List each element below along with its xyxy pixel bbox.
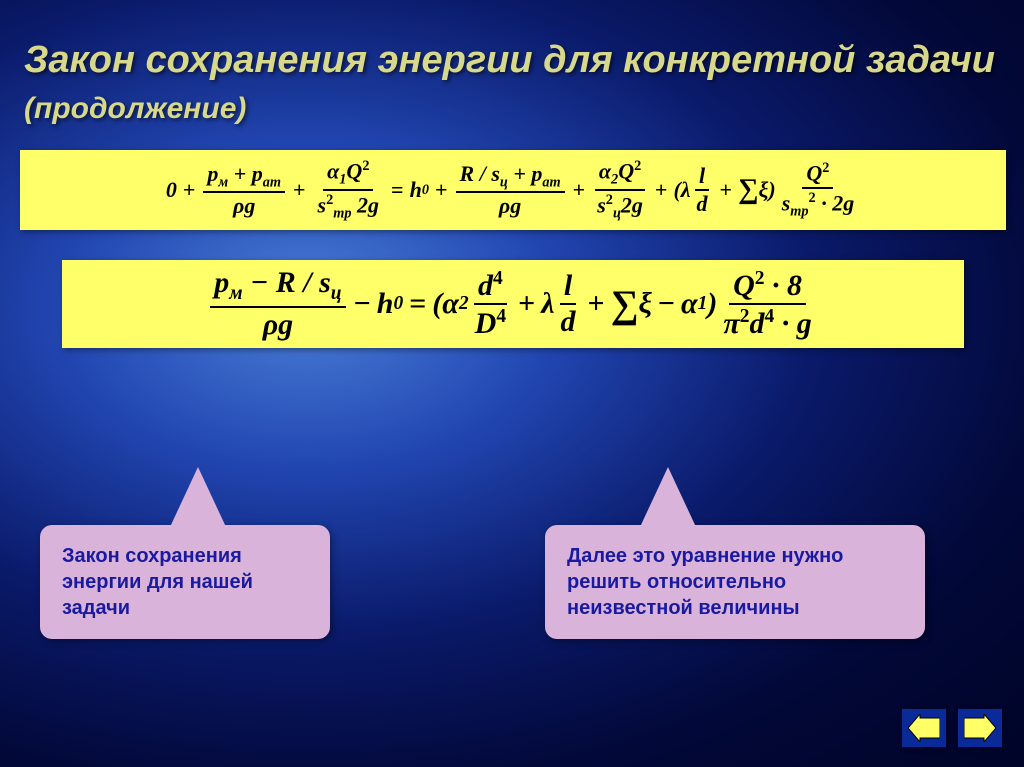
callout-2-text: Далее это уравнение нужно решить относит… bbox=[567, 545, 843, 619]
callout-tail bbox=[640, 467, 696, 527]
arrow-left-icon bbox=[908, 714, 940, 742]
slide-title: Закон сохранения энергии для конкретной … bbox=[24, 38, 1000, 129]
title-main: Закон сохранения энергии для конкретной … bbox=[24, 39, 995, 81]
equation-2: pм − R / sц ρg − h0 = (α2 d4 D4 + λ l d … bbox=[62, 260, 964, 348]
arrow-right-icon bbox=[964, 714, 996, 742]
prev-slide-button[interactable] bbox=[902, 709, 946, 747]
callout-1-text: Закон сохранения энергии для нашей задач… bbox=[62, 545, 253, 619]
callout-1: Закон сохранения энергии для нашей задач… bbox=[40, 525, 330, 639]
callout-tail bbox=[170, 467, 226, 527]
title-sub: (продолжение) bbox=[24, 92, 246, 125]
equation-1: 0 + pм + pат ρg + α1Q2 s2тр 2g = h0 + R … bbox=[20, 150, 1006, 230]
callout-2: Далее это уравнение нужно решить относит… bbox=[545, 525, 925, 639]
next-slide-button[interactable] bbox=[958, 709, 1002, 747]
